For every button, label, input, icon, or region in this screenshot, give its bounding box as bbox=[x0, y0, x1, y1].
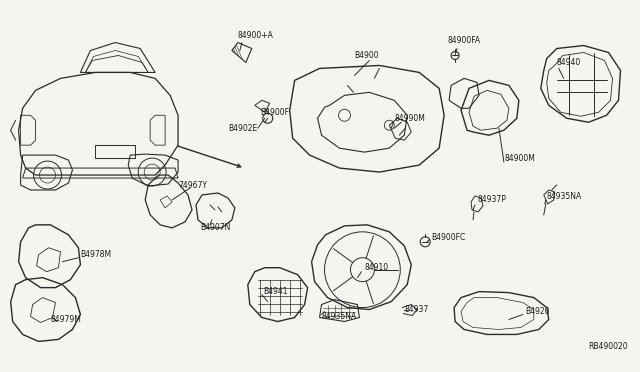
Text: 84910: 84910 bbox=[364, 263, 388, 272]
Text: 84937: 84937 bbox=[404, 305, 429, 314]
Text: B4900: B4900 bbox=[355, 51, 379, 60]
Text: 84937P: 84937P bbox=[477, 195, 506, 205]
Text: B4900FC: B4900FC bbox=[431, 233, 465, 242]
Text: B4920: B4920 bbox=[525, 307, 549, 316]
Text: 84935NA: 84935NA bbox=[321, 312, 357, 321]
Text: RB490020: RB490020 bbox=[589, 342, 628, 351]
Text: 74967Y: 74967Y bbox=[178, 180, 207, 189]
Text: B4978M: B4978M bbox=[81, 250, 111, 259]
Text: 84979M: 84979M bbox=[51, 315, 81, 324]
Text: B4907N: B4907N bbox=[200, 223, 230, 232]
Text: B4941: B4941 bbox=[263, 287, 287, 296]
Text: 84935NA: 84935NA bbox=[547, 192, 582, 202]
Text: B4900F: B4900F bbox=[260, 108, 289, 117]
Text: 84940: 84940 bbox=[557, 58, 581, 67]
Text: 84900FA: 84900FA bbox=[447, 36, 480, 45]
Text: 84990M: 84990M bbox=[394, 114, 425, 123]
Text: 84900M: 84900M bbox=[505, 154, 536, 163]
Text: B4902E: B4902E bbox=[228, 124, 257, 133]
Text: 84900+A: 84900+A bbox=[238, 31, 274, 40]
